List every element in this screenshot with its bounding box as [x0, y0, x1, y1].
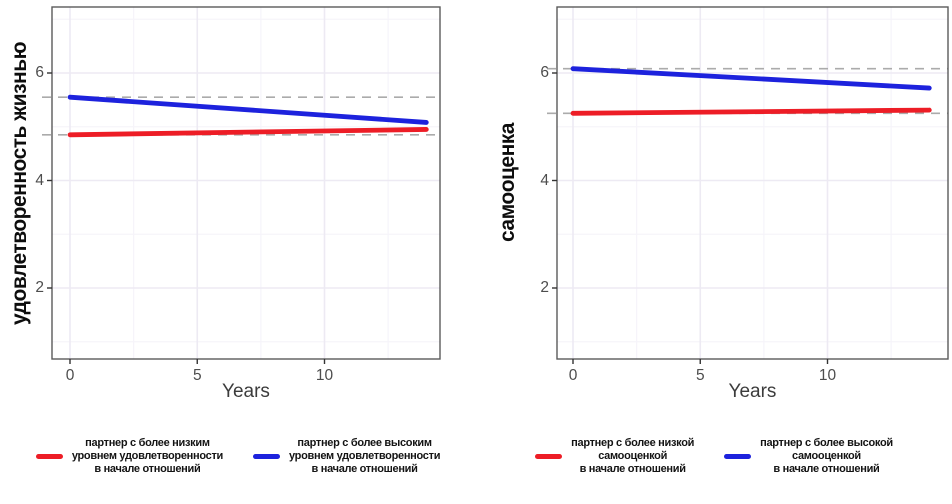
plot-panel: [547, 6, 949, 364]
legend-entry: партнер с более высокой самооценкой в нача…: [724, 437, 893, 477]
legend-label: партнер с более низкой самооценкой в начал…: [571, 437, 694, 477]
legend-key-blue: [724, 454, 752, 460]
x-tick-label: 10: [818, 367, 837, 384]
y-tick-label: 6: [35, 64, 44, 81]
legend-entry: партнер с более низкой самооценкой в начал…: [535, 437, 694, 477]
series-line-red: [67, 127, 429, 138]
x-axis-title: Years: [728, 381, 777, 402]
legend-label: партнер с более высоким уровнем удовлетво…: [289, 437, 440, 477]
chart-self-esteem: самооценка Years партнер с более низкой с…: [476, 0, 952, 504]
y-tick-label: 6: [540, 64, 549, 81]
legend: партнер с более низким уровнем удовлетвор…: [0, 437, 476, 477]
legend-label: партнер с более высокой самооценкой в нача…: [760, 437, 893, 477]
legend-label-line: уровнем удовлетворенности: [71, 450, 223, 463]
x-axis-title: Years: [222, 381, 270, 402]
legend-entry: партнер с более высоким уровнем удовлетво…: [253, 437, 440, 477]
x-tick-label: 5: [192, 367, 202, 384]
legend-label-line: партнер с более высоким: [297, 437, 432, 449]
chart-life-satisfaction: удовлетворенность жизнью Years партнер с…: [0, 6, 476, 477]
plot-panel: [42, 6, 441, 364]
series-line-red: [570, 107, 932, 116]
legend-label-line: самооценкой: [792, 450, 861, 463]
legend-label-line: в начале отношений: [579, 463, 686, 476]
y-tick-label: 4: [35, 171, 44, 189]
legend-label-line: в начале отношений: [311, 463, 418, 476]
x-tick-label: 5: [695, 367, 705, 384]
legend-label-line: в начале отношений: [773, 463, 880, 476]
legend-label-line: уровнем удовлетворенности: [289, 450, 441, 463]
legend-label-line: самооценкой: [598, 450, 668, 463]
legend-label-line: партнер с более низкой: [571, 437, 695, 449]
series-line-blue: [570, 66, 932, 91]
legend-label: партнер с более низким уровнем удовлетвор…: [72, 437, 223, 477]
panel-border: [51, 6, 441, 360]
legend-label-line: в начале отношений: [94, 463, 201, 476]
x-tick-label: 0: [568, 367, 578, 384]
legend-key-blue: [253, 454, 280, 460]
y-tick-label: 2: [540, 279, 549, 296]
legend-label-line: партнер с более высокой: [760, 437, 893, 449]
legend-entry: партнер с более низким уровнем удовлетвор…: [35, 437, 223, 477]
y-tick-label: 2: [35, 279, 44, 296]
legend: партнер с более низкой самооценкой в начал…: [476, 437, 952, 477]
y-tick-label: 4: [540, 171, 549, 189]
x-tick-label: 10: [315, 367, 334, 384]
legend-label-line: партнер с более низким: [85, 437, 210, 449]
panel-border: [556, 6, 949, 360]
legend-key-red: [35, 454, 63, 460]
legend-key-red: [535, 454, 563, 460]
x-tick-label: 0: [65, 367, 75, 384]
series-line-blue: [67, 94, 429, 125]
